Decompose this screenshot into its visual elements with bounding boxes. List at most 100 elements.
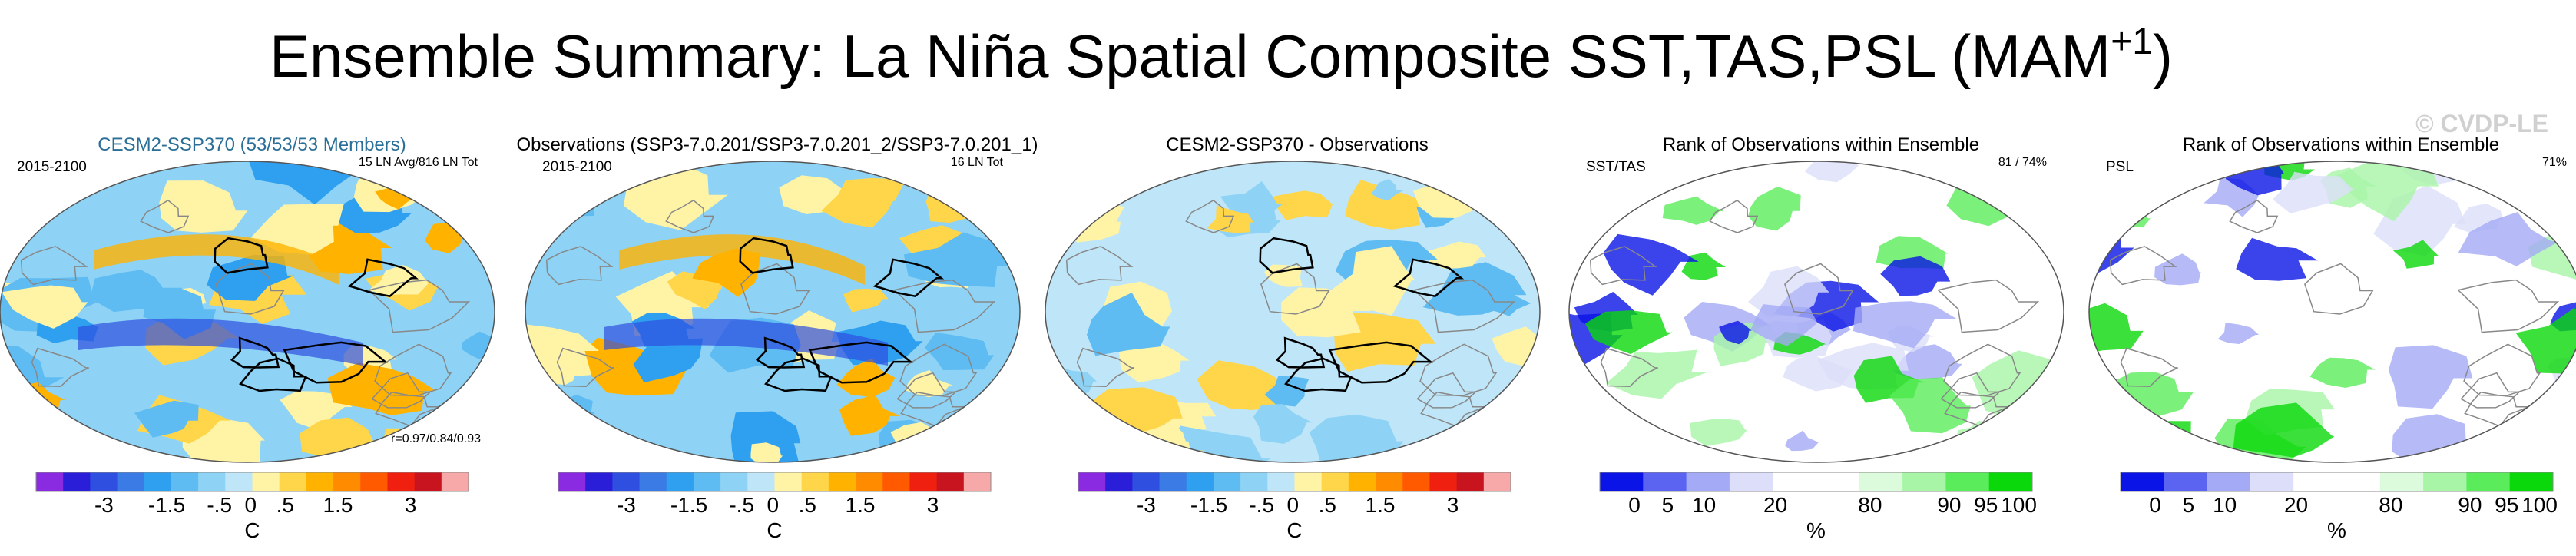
colorbar-box [63,472,91,491]
colorbar-box [2466,472,2511,491]
panel-left-label: 2015-2100 [542,159,612,175]
map-region [525,410,565,440]
colorbar-box [585,472,613,491]
colorbar-tick-label: 10 [2213,493,2237,517]
map-region [633,338,704,382]
colorbar-outline [1078,472,1511,492]
colorbar-tick-label: -1.5 [1190,493,1227,517]
map-region [925,187,975,223]
map-region [2458,212,2560,266]
colorbar-box [774,472,803,491]
colorbar-outline [1599,472,2033,492]
coastline [1413,279,1516,333]
colorbar-box [2509,472,2554,491]
colorbar-tick-label: -1.5 [670,493,707,517]
coastline [2229,199,2279,233]
coastline [2457,279,2560,333]
contour [1275,336,1326,369]
colorbar-box [1402,472,1430,491]
colorbar-box [333,472,361,491]
coastline [1419,343,1498,397]
map-region [692,248,761,297]
panel-left-label: PSL [2106,159,2134,175]
map-region [2336,161,2439,222]
colorbar-box [1159,472,1187,491]
map-region [2388,345,2473,409]
coastline [1937,279,2040,333]
contour [214,237,269,274]
map-region [730,411,801,462]
colorbar-box [360,472,388,491]
colorbar-box [1105,472,1133,491]
colorbar-tick-label: -.5 [1249,493,1274,517]
map-region [1584,310,1673,355]
title-close: ) [2153,22,2173,90]
colorbar-tick-label: 90 [1937,493,1961,517]
map-outline [1045,161,1541,463]
map-region [1750,304,1818,346]
map-region [1785,430,1819,452]
colorbar-box [2293,472,2337,491]
colorbar-tick-label: 3 [405,493,417,517]
map-region [1328,246,1415,316]
colorbar-box [1773,472,1816,491]
panel-bottom-label: r=0.97/0.84/0.93 [391,432,481,445]
colorbar-tick-label: 1.5 [1366,493,1396,517]
colorbar-box [144,472,172,491]
map-region [1371,179,1404,201]
colorbar-tick-label: 0 [1628,493,1641,517]
colorbar-box [693,472,721,491]
colorbar-tick-label: 0 [1286,493,1299,517]
map-region [836,358,896,398]
map-region [525,198,551,219]
colorbar-box [171,472,199,491]
coastline [899,343,978,397]
colorbar-tick-label: 95 [2495,493,2518,517]
colorbar-tick-label: -3 [1137,493,1156,517]
colorbar-box [225,472,253,491]
contour [755,336,806,369]
colorbar-box [1902,472,1946,491]
colorbar-box [882,472,910,491]
coastline [900,391,966,427]
contour [872,258,945,298]
colorbar-box [1294,472,1323,491]
colorbar-box [90,472,118,491]
map-region [247,161,363,205]
colorbar-box [2121,472,2164,491]
colorbar-tick-label: .5 [799,493,816,517]
map-region [544,361,582,386]
colorbar-tick-label: .5 [276,493,294,517]
map-outline [2088,161,2576,463]
colorbar-box [936,472,965,491]
map-field [525,161,1008,462]
coastline [20,246,88,286]
map-region [2236,237,2318,281]
colorbar-box [1945,472,1990,491]
map-region [903,232,1008,287]
coastline [545,246,614,286]
map-region [1264,376,1310,407]
colorbar-box [1456,472,1485,491]
map-region [1892,344,1962,379]
coastline [2304,263,2374,315]
colorbar-box [2207,472,2251,491]
colorbar-unit: C [244,518,260,542]
panel-left-label: 2015-2100 [17,159,87,175]
map-region [94,234,339,285]
coastline [140,199,190,233]
map-region [1345,180,1435,230]
colorbar-box [1240,472,1268,491]
colorbar-outline [558,472,992,492]
map-region [1880,256,1951,296]
figure-title: Ensemble Summary: La Niña Spatial Compos… [270,22,2173,90]
colorbar-tick-label: 100 [2001,493,2037,517]
colorbar-tick-label: 0 [244,493,257,517]
map-region [1719,320,1752,345]
map-region [904,369,953,398]
colorbar-box [2250,472,2294,491]
colorbar-box [2379,472,2424,491]
map-region [2273,171,2355,213]
colorbar-box [1859,472,1903,491]
colorbar-box [2423,472,2467,491]
